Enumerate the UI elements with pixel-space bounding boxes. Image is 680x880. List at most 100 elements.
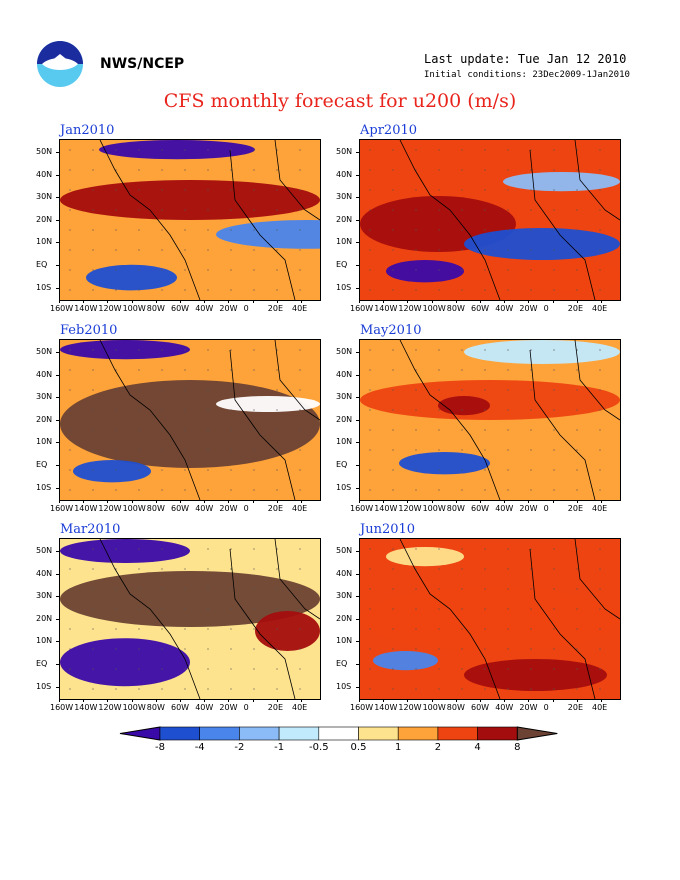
longitude-label: 140W — [74, 703, 98, 712]
latitude-label: 10S — [336, 282, 352, 292]
longitude-label: 0 — [543, 504, 549, 513]
longitude-label: 40W — [195, 504, 214, 513]
latitude-label: 40N — [36, 568, 53, 578]
latitude-label: 20N — [36, 414, 53, 424]
longitude-label: 140W — [374, 304, 398, 313]
latitude-label: 10S — [36, 482, 52, 492]
latitude-label: EQ — [336, 659, 348, 668]
latitude-label: 40N — [336, 169, 353, 179]
latitude-label: EQ — [336, 460, 348, 469]
colorbar-min-arrow — [119, 726, 161, 741]
colorbar-max-arrow — [516, 726, 558, 741]
longitude-label: 160W — [50, 304, 74, 313]
colorbar-tick-label: 2 — [434, 742, 442, 753]
longitude-label: 40E — [292, 703, 308, 712]
coastline — [399, 539, 620, 699]
longitude-label: 20E — [267, 703, 284, 712]
forecast-map-panel — [59, 139, 321, 301]
longitude-label: 140W — [374, 703, 398, 712]
latitude-label: 20N — [36, 613, 53, 623]
colorbar-tick-label: -0.5 — [309, 742, 329, 753]
latitude-label: 10S — [336, 681, 352, 691]
longitude-label: 60W — [171, 304, 190, 313]
latitude-label: 50N — [36, 147, 53, 156]
forecast-map-panel — [359, 538, 621, 700]
colorbar-swatch — [199, 726, 240, 741]
latitude-label: 30N — [36, 591, 53, 601]
coastline — [99, 140, 320, 300]
longitude-label: 60W — [171, 703, 190, 712]
latitude-label: 50N — [336, 546, 353, 555]
contour-blob — [60, 340, 190, 360]
longitude-label: 0 — [543, 703, 549, 712]
colorbar — [119, 726, 558, 741]
longitude-label: 160W — [50, 504, 74, 513]
longitude-label: 100W — [122, 703, 146, 712]
panel-title: Jan2010 — [60, 123, 115, 138]
latitude-label: 20N — [36, 214, 53, 224]
longitude-label: 120W — [98, 304, 122, 313]
contour-blob — [216, 220, 320, 249]
latitude-label: 10N — [36, 636, 53, 646]
latitude-label: EQ — [36, 260, 48, 269]
latitude-label: EQ — [336, 260, 348, 269]
longitude-label: 80W — [446, 504, 465, 513]
contour-blob — [255, 611, 320, 651]
panel-title: Mar2010 — [60, 522, 121, 537]
longitude-label: 60W — [471, 304, 490, 313]
latitude-label: EQ — [36, 460, 48, 469]
longitude-label: 80W — [146, 304, 165, 313]
page-title: CFS monthly forecast for u200 (m/s) — [163, 90, 517, 112]
coastline — [99, 539, 320, 699]
colorbar-tick-label: -8 — [155, 742, 165, 753]
longitude-label: 20E — [567, 504, 584, 513]
colorbar-tick-label: -2 — [234, 742, 245, 753]
colorbar-swatch — [397, 726, 439, 741]
longitude-label: 40E — [592, 703, 608, 712]
forecast-map-panel — [359, 339, 621, 501]
agency-label: NWS/NCEP — [100, 56, 185, 72]
longitude-label: 160W — [350, 304, 374, 313]
panel-title: Jun2010 — [360, 522, 416, 537]
latitude-label: 40N — [36, 369, 53, 379]
longitude-label: 140W — [74, 504, 98, 513]
last-update: Last update: Tue Jan 12 2010 — [424, 52, 627, 66]
longitude-label: 120W — [98, 703, 122, 712]
longitude-label: 20W — [219, 703, 238, 712]
colorbar-tick-label: -4 — [194, 742, 205, 753]
latitude-label: 30N — [36, 192, 53, 202]
latitude-label: 30N — [336, 591, 353, 601]
coastline — [399, 340, 620, 500]
longitude-label: 40W — [495, 703, 514, 712]
latitude-label: 20N — [336, 214, 353, 224]
latitude-label: 40N — [36, 169, 53, 179]
contour-blob — [464, 228, 620, 260]
colorbar-swatch — [239, 726, 280, 741]
longitude-label: 20W — [519, 304, 538, 313]
panel-title: Feb2010 — [60, 323, 118, 338]
contour-blob — [86, 264, 177, 291]
colorbar-swatch — [318, 726, 359, 741]
latitude-label: 10N — [336, 237, 353, 247]
contour-blob — [360, 380, 620, 420]
latitude-label: 10N — [336, 636, 353, 646]
longitude-label: 160W — [50, 703, 74, 712]
longitude-label: 100W — [422, 304, 446, 313]
contour-blob — [373, 651, 438, 671]
latitude-label: 30N — [336, 192, 353, 202]
longitude-label: 40E — [292, 504, 308, 513]
latitude-label: 50N — [336, 347, 353, 356]
longitude-label: 40E — [592, 304, 608, 313]
latitude-label: 10N — [336, 437, 353, 447]
colorbar-tick-label: 8 — [514, 742, 521, 753]
longitude-label: 80W — [446, 703, 465, 712]
latitude-label: 10S — [336, 482, 352, 492]
latitude-label: 30N — [36, 392, 53, 402]
latitude-label: 50N — [36, 546, 53, 555]
latitude-label: 50N — [336, 147, 353, 156]
colorbar-tick-label: 0.5 — [350, 742, 367, 753]
latitude-label: 20N — [336, 613, 353, 623]
longitude-label: 20W — [519, 504, 538, 513]
longitude-label: 60W — [471, 504, 490, 513]
contour-blob — [60, 638, 190, 687]
